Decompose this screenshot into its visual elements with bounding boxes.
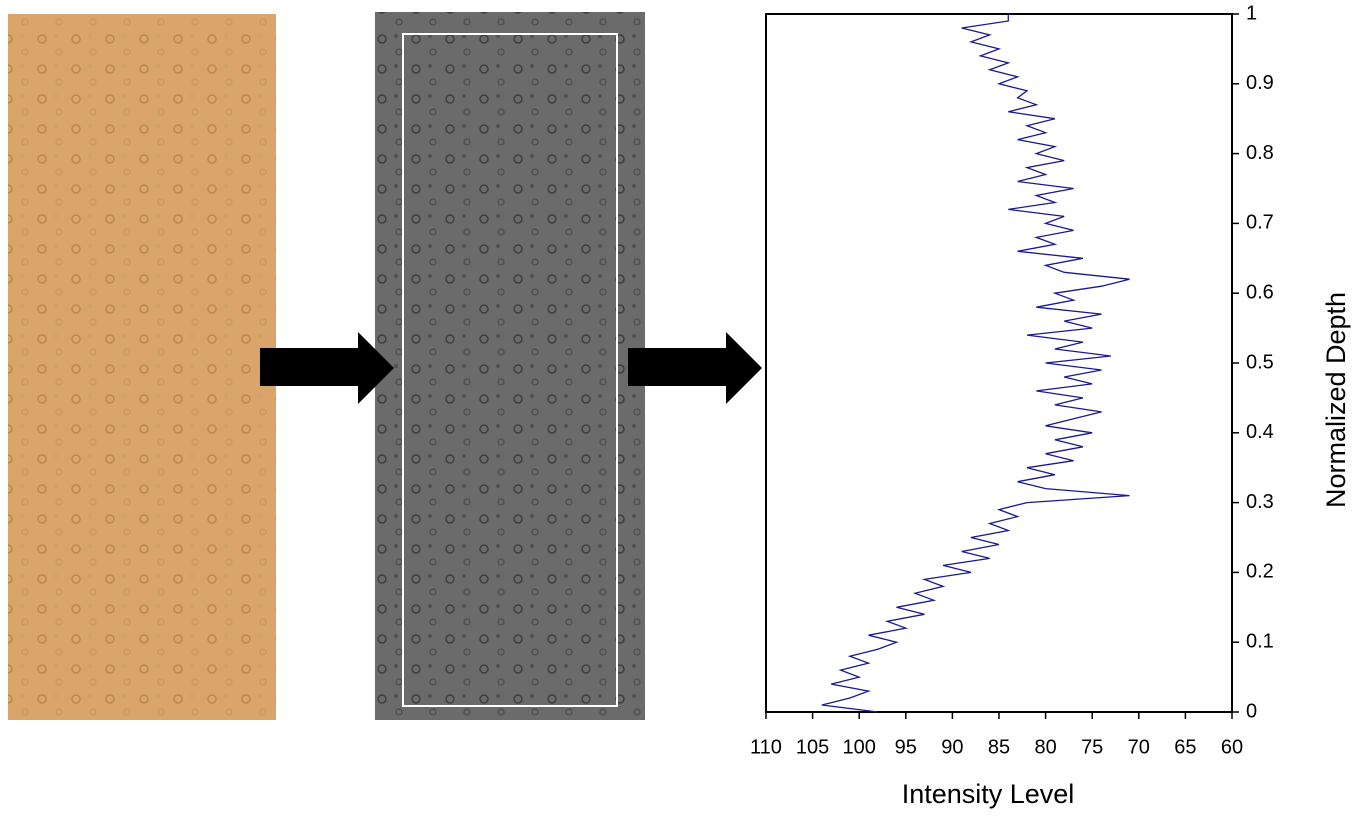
x-axis-title: Intensity Level — [902, 779, 1075, 809]
histology-image — [8, 14, 276, 720]
plot-frame — [765, 13, 1233, 713]
x-tick-label: 105 — [796, 736, 829, 758]
y-axis-title: Normalized Depth — [1321, 292, 1351, 508]
x-tick-label: 95 — [895, 736, 917, 758]
x-tick-label: 90 — [941, 736, 963, 758]
x-tick-label: 110 — [750, 736, 782, 758]
x-tick-label: 85 — [988, 736, 1010, 758]
y-tick-label: 0.6 — [1246, 281, 1274, 303]
x-tick-label: 65 — [1174, 736, 1196, 758]
y-tick-label: 0.9 — [1246, 72, 1274, 94]
intensity-profile — [821, 14, 1130, 713]
y-tick-label: 0.8 — [1246, 142, 1274, 164]
x-tick-label: 70 — [1128, 736, 1150, 758]
y-tick-label: 0.3 — [1246, 491, 1274, 513]
y-tick-label: 0.5 — [1246, 351, 1274, 373]
y-tick-label: 1 — [1246, 2, 1257, 24]
y-tick-label: 0 — [1246, 700, 1257, 722]
y-tick-label: 0.7 — [1246, 212, 1274, 234]
y-tick-label: 0.1 — [1246, 630, 1274, 652]
y-tick-label: 0.2 — [1246, 561, 1274, 583]
grayscale-image — [375, 12, 645, 720]
y-tick-label: 0.4 — [1246, 421, 1274, 443]
x-tick-label: 75 — [1081, 736, 1103, 758]
arrow — [628, 332, 762, 404]
x-tick-label: 60 — [1221, 736, 1243, 758]
x-tick-label: 100 — [843, 736, 876, 758]
arrow — [260, 332, 394, 404]
x-tick-label: 80 — [1034, 736, 1056, 758]
